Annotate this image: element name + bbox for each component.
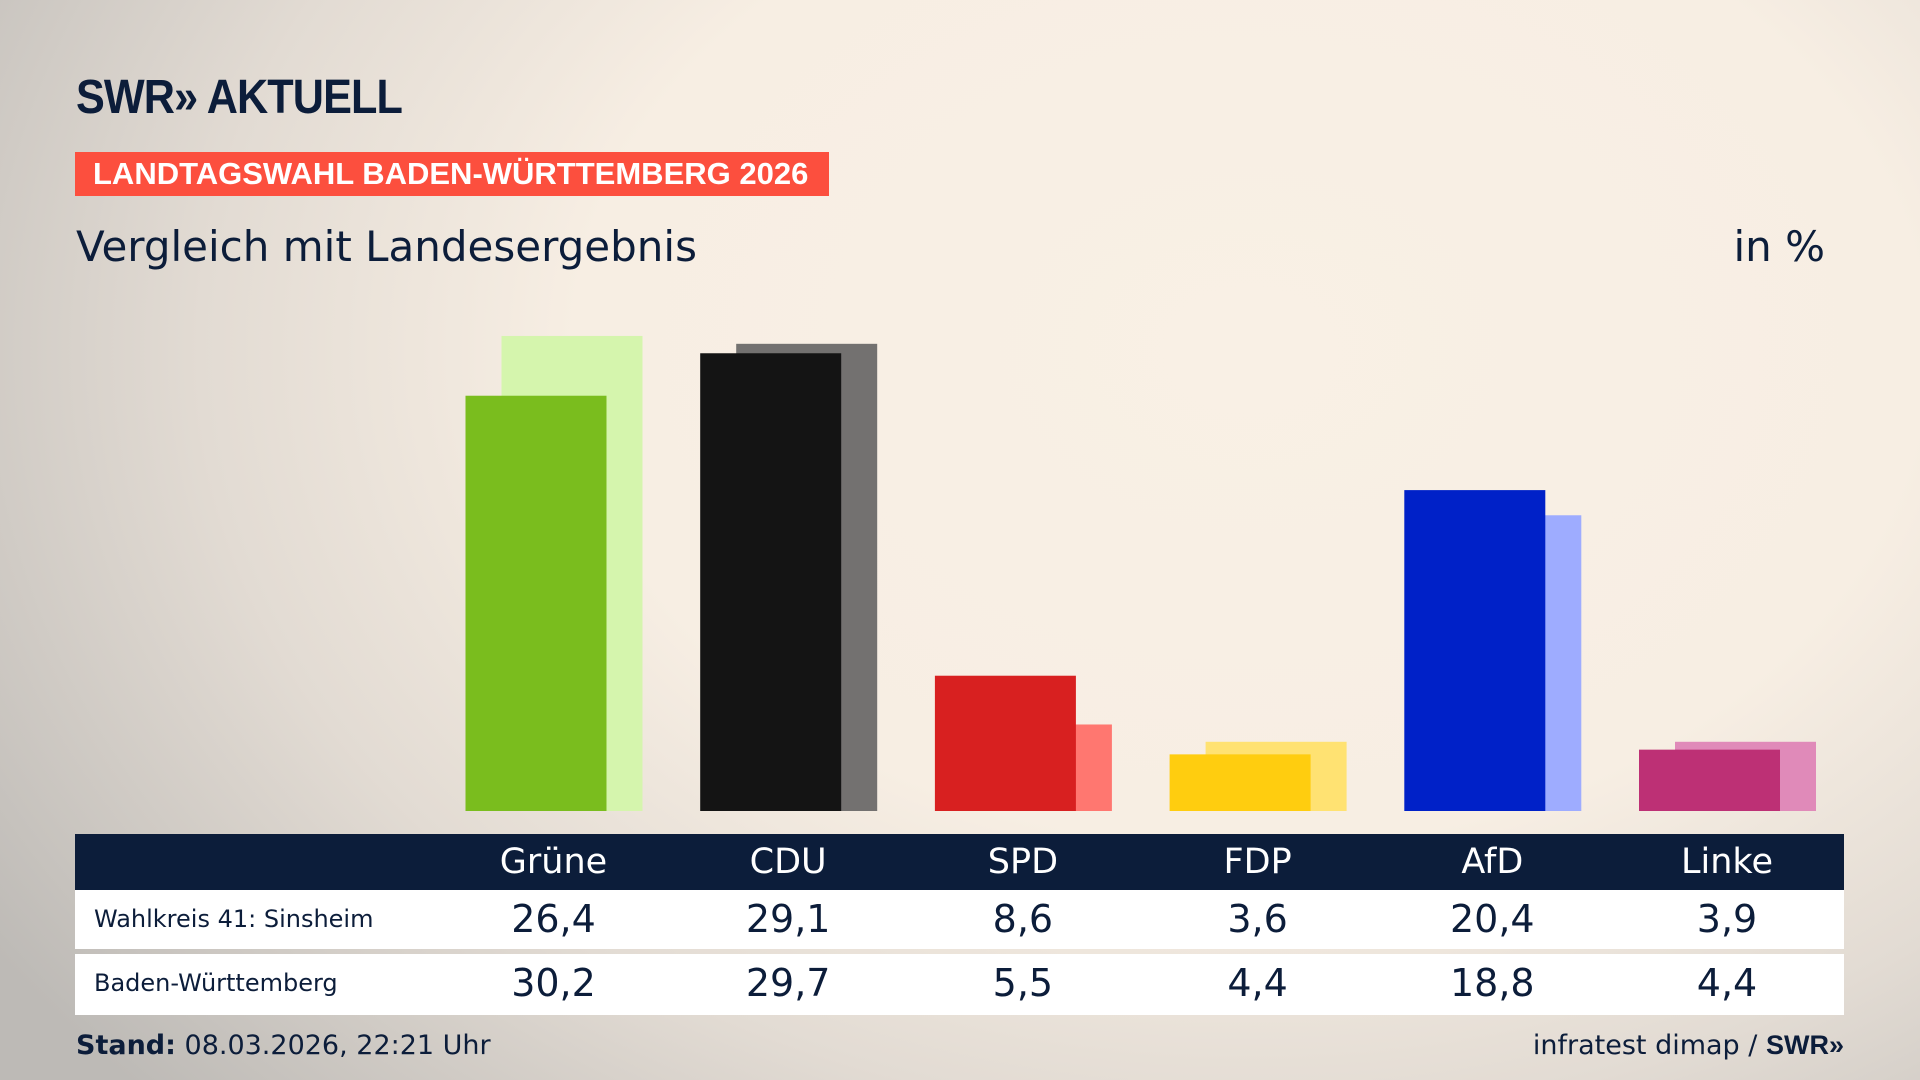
value-cell: 20,4 xyxy=(1449,897,1535,941)
chart-subtitle: Vergleich mit Landesergebnis xyxy=(76,222,697,271)
bar-wahlkreis-4 xyxy=(1404,490,1546,811)
bar-wahlkreis-3 xyxy=(1169,754,1311,811)
value-cell: 3,9 xyxy=(1696,897,1758,941)
stand-value: 08.03.2026, 22:21 Uhr xyxy=(184,1030,491,1061)
table-row: Baden-Württemberg 30,2 29,7 5,5 4,4 18,8 4,4 xyxy=(75,954,1844,1015)
bar-wahlkreis-5 xyxy=(1639,749,1780,811)
value-cell: 29,7 xyxy=(745,961,831,1005)
source: infratest dimap / SWR» xyxy=(1533,1030,1844,1061)
unit-label: in % xyxy=(1733,222,1825,271)
bar-wahlkreis-1 xyxy=(700,353,842,811)
value-cell: 30,2 xyxy=(511,961,596,1005)
row-label: Baden-Württemberg xyxy=(94,969,338,997)
party-header: Linke xyxy=(1681,842,1773,882)
value-cell: 4,4 xyxy=(1696,961,1758,1005)
bar-chart xyxy=(465,335,1816,811)
value-cell: 18,8 xyxy=(1449,961,1535,1005)
party-header: AfD xyxy=(1461,842,1524,882)
stand-label: Stand: xyxy=(76,1030,176,1061)
value-cell: 5,5 xyxy=(992,961,1054,1005)
swr-footer-logo: SWR» xyxy=(1765,1030,1844,1060)
table-row: Wahlkreis 41: Sinsheim 26,4 29,1 8,6 3,6 20,… xyxy=(75,890,1844,949)
bar-wahlkreis-2 xyxy=(934,675,1076,811)
value-cell: 8,6 xyxy=(992,897,1054,941)
results-table: Grüne CDU SPD FDP AfD Linke Wahlkreis 41: Sin… xyxy=(75,834,1844,1015)
value-cell: 26,4 xyxy=(511,897,596,941)
party-header: Grüne xyxy=(499,842,608,882)
row-label: Wahlkreis 41: Sinsheim xyxy=(94,905,374,933)
timestamp: Stand: 08.03.2026, 22:21 Uhr xyxy=(76,1030,491,1061)
party-header: SPD xyxy=(987,842,1059,882)
table-header: Grüne CDU SPD FDP AfD Linke xyxy=(75,834,1844,890)
party-header: CDU xyxy=(749,842,827,882)
value-cell: 3,6 xyxy=(1227,897,1288,941)
election-banner: LANDTAGSWAHL BADEN-WÜRTTEMBERG 2026 xyxy=(75,152,829,196)
party-header: FDP xyxy=(1223,842,1292,882)
value-cell: 29,1 xyxy=(745,897,831,941)
value-cell: 4,4 xyxy=(1227,961,1288,1005)
bar-wahlkreis-0 xyxy=(465,395,607,811)
source-text: infratest dimap / xyxy=(1532,1030,1758,1061)
swr-aktuell-logo: SWR» AKTUELL xyxy=(76,71,403,124)
